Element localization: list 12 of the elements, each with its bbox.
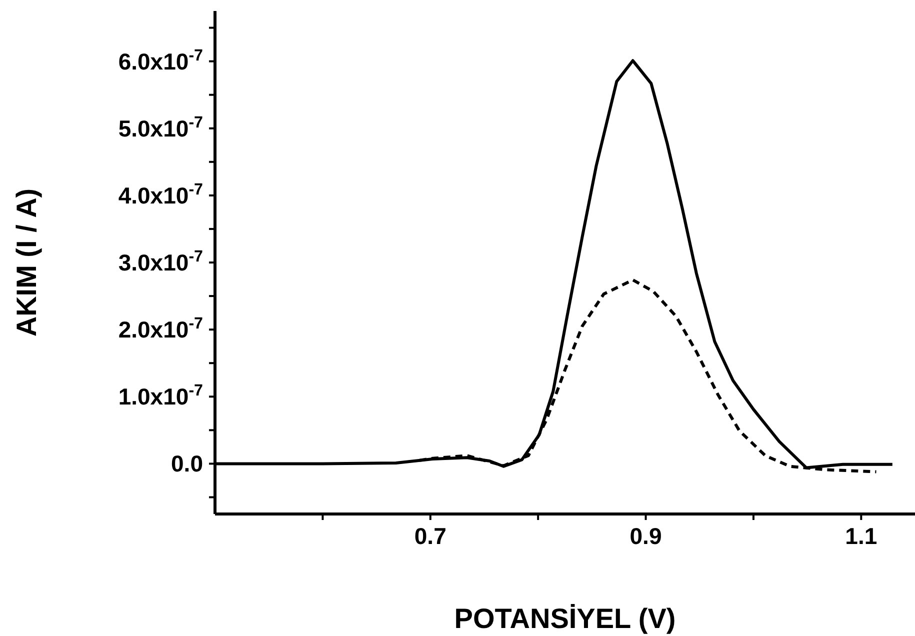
- x-tick-label: 0.7: [414, 523, 446, 549]
- y-tick-label: 6.0x10$^{-7}$: [118, 46, 204, 74]
- y-tick-label: 1.0x10$^{-7}$: [118, 382, 204, 410]
- x-tick-label: 1.1: [845, 523, 878, 549]
- y-tick-label: 0.0: [171, 450, 203, 477]
- y-axis-title: AKIM (I / A): [10, 188, 42, 337]
- y-tick-label: 3.0x10$^{-7}$: [118, 248, 204, 276]
- x-tick-label: 0.9: [630, 523, 662, 549]
- y-tick-label: 5.0x10$^{-7}$: [118, 113, 204, 142]
- x-axis-title: POTANSİYEL (V): [454, 603, 676, 634]
- y-tick-label: 2.0x10$^{-7}$: [118, 314, 204, 343]
- y-tick-label: 4.0x10$^{-7}$: [118, 180, 204, 208]
